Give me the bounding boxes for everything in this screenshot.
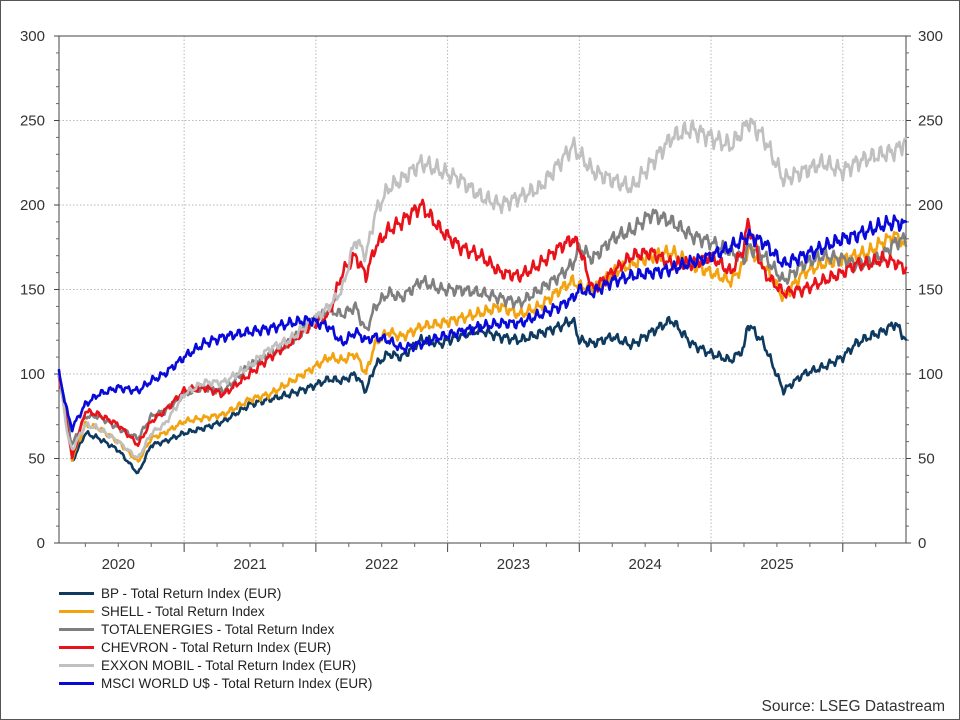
legend-item: BP - Total Return Index (EUR) [59,584,372,602]
source-note: Source: LSEG Datastream [761,698,946,715]
series-lines [57,117,908,475]
legend-swatch [59,609,94,613]
series-line [57,231,908,463]
y-tick-label-right: 200 [918,197,943,214]
y-tick-label-left: 300 [20,28,45,45]
axes: 0 0 50 50 100 100 150 150 200 200 250 250 300 300 2020… [20,28,943,573]
y-tick-label-right: 100 [918,366,943,383]
y-tick-label-left: 50 [28,451,45,468]
legend-item: EXXON MOBIL - Total Return Index (EUR) [59,656,372,674]
y-tick-label-left: 100 [20,366,45,383]
series-line [57,117,908,460]
x-tick-label: 2023 [497,556,530,573]
legend-swatch [59,645,94,649]
x-tick-label: 2020 [102,556,135,573]
x-tick-label: 2024 [628,556,661,573]
legend-label: BP - Total Return Index (EUR) [101,585,282,601]
y-tick-label-right: 150 [918,282,943,299]
legend-swatch [59,681,94,685]
series-line [57,208,908,446]
legend-item: TOTALENERGIES - Total Return Index [59,620,372,638]
series-line [57,315,908,475]
legend-swatch [59,591,94,595]
legend-swatch [59,627,94,631]
legend-label: CHEVRON - Total Return Index (EUR) [101,639,332,655]
x-tick-label: 2021 [233,556,266,573]
legend-label: SHELL - Total Return Index [101,603,265,619]
y-tick-label-right: 250 [918,113,943,130]
x-tick-label: 2022 [365,556,398,573]
legend-label: MSCI WORLD U$ - Total Return Index (EUR) [101,675,373,691]
y-tick-label-right: 300 [918,28,943,45]
x-tick-label: 2025 [760,556,793,573]
y-tick-label-right: 0 [918,535,926,552]
legend-swatch [59,663,94,667]
legend-item: MSCI WORLD U$ - Total Return Index (EUR) [59,674,372,692]
y-tick-label-left: 200 [20,197,45,214]
legend-label: TOTALENERGIES - Total Return Index [101,621,335,637]
legend-item: SHELL - Total Return Index [59,602,372,620]
legend: BP - Total Return Index (EUR) SHELL - To… [59,584,372,692]
y-tick-label-left: 0 [37,535,45,552]
y-tick-label-left: 150 [20,282,45,299]
y-tick-label-left: 250 [20,113,45,130]
y-tick-label-right: 50 [918,451,935,468]
legend-item: CHEVRON - Total Return Index (EUR) [59,638,372,656]
series-line [57,214,908,433]
legend-label: EXXON MOBIL - Total Return Index (EUR) [101,657,357,673]
